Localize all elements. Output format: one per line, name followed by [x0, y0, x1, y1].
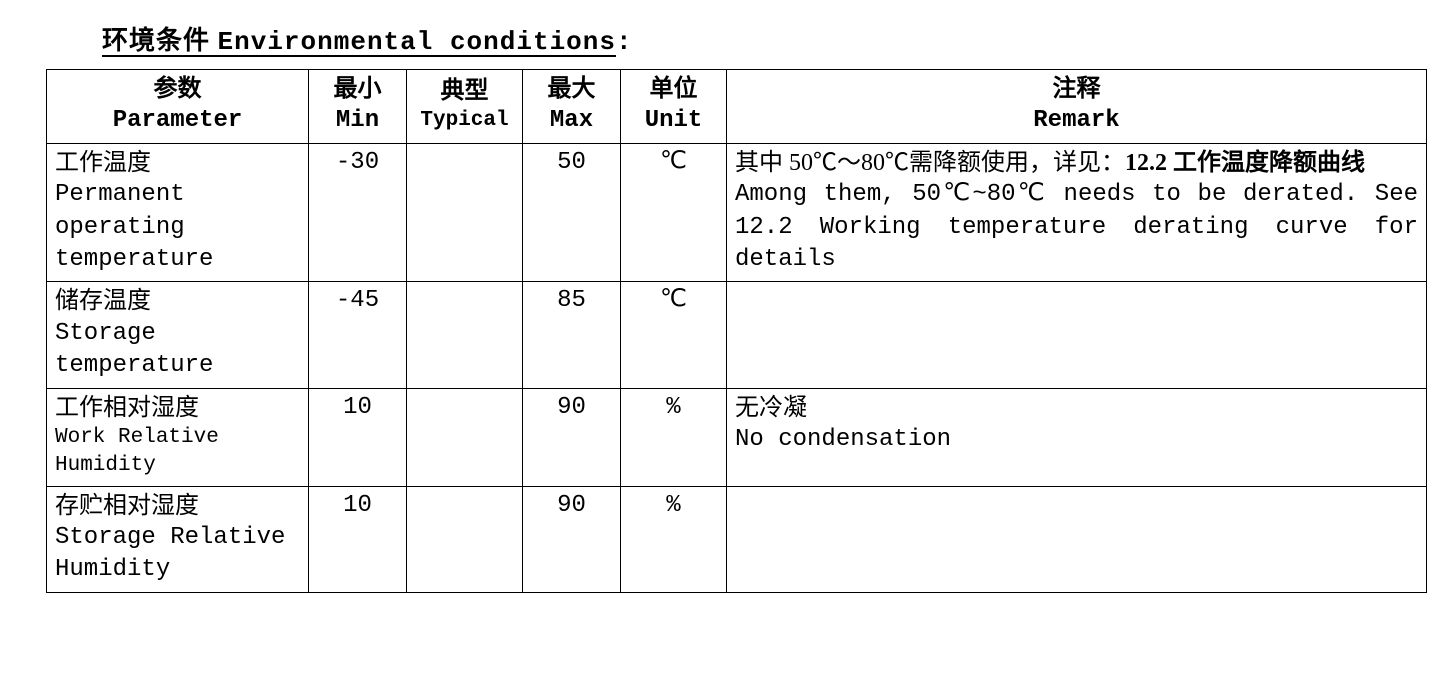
cell-parameter: 存贮相对湿度 Storage Relative Humidity: [47, 486, 309, 592]
heading-en: Environmental conditions: [218, 27, 616, 57]
col-header-min: 最小 Min: [309, 70, 407, 144]
cell-remark: 其中 50℃～80℃需降额使用，详见：12.2 工作温度降额曲线 Among t…: [727, 143, 1427, 282]
cell-remark: 无冷凝 No condensation: [727, 388, 1427, 486]
cell-remark: [727, 486, 1427, 592]
col-header-max: 最大 Max: [523, 70, 621, 144]
cell-min: -30: [309, 143, 407, 282]
cell-parameter: 工作相对湿度 Work Relative Humidity: [47, 388, 309, 486]
table-header-row: 参数 Parameter 最小 Min 典型 Typical 最大 Max 单位…: [47, 70, 1427, 144]
col-header-max-cn: 最大: [531, 73, 612, 105]
col-header-parameter: 参数 Parameter: [47, 70, 309, 144]
cell-unit: %: [621, 388, 727, 486]
remark-cn: 无冷凝: [735, 392, 1418, 424]
cell-unit: ℃: [621, 143, 727, 282]
remark-cn: 其中 50℃～80℃需降额使用，详见：12.2 工作温度降额曲线: [735, 147, 1418, 179]
cell-remark: [727, 282, 1427, 388]
col-header-unit-cn: 单位: [629, 73, 718, 105]
param-en: Storage Relative Humidity: [55, 522, 300, 587]
col-header-unit-en: Unit: [629, 105, 718, 137]
table-row: 存贮相对湿度 Storage Relative Humidity 10 90 %: [47, 486, 1427, 592]
col-header-unit: 单位 Unit: [621, 70, 727, 144]
cell-typical: [407, 282, 523, 388]
remark-cn-pre: 无冷凝: [735, 395, 807, 421]
environmental-conditions-table: 参数 Parameter 最小 Min 典型 Typical 最大 Max 单位…: [46, 69, 1427, 593]
table-row: 工作温度 Permanent operating temperature -30…: [47, 143, 1427, 282]
col-header-min-cn: 最小: [317, 73, 398, 105]
col-header-typical-cn: 典型: [415, 75, 514, 107]
cell-typical: [407, 143, 523, 282]
heading-colon: :: [616, 27, 633, 57]
col-header-typical: 典型 Typical: [407, 70, 523, 144]
table-row: 工作相对湿度 Work Relative Humidity 10 90 % 无冷…: [47, 388, 1427, 486]
cell-min: -45: [309, 282, 407, 388]
col-header-parameter-en: Parameter: [55, 105, 300, 137]
heading-cn: 环境条件: [102, 26, 210, 55]
cell-min: 10: [309, 388, 407, 486]
col-header-min-en: Min: [317, 105, 398, 137]
cell-parameter: 工作温度 Permanent operating temperature: [47, 143, 309, 282]
col-header-max-en: Max: [531, 105, 612, 137]
param-en: Permanent operating temperature: [55, 179, 300, 276]
cell-typical: [407, 388, 523, 486]
cell-max: 50: [523, 143, 621, 282]
col-header-parameter-cn: 参数: [55, 73, 300, 105]
col-header-remark: 注释 Remark: [727, 70, 1427, 144]
cell-max: 90: [523, 388, 621, 486]
param-cn: 工作相对湿度: [55, 392, 300, 424]
cell-max: 90: [523, 486, 621, 592]
remark-cn-bold: 12.2 工作温度降额曲线: [1125, 150, 1365, 176]
col-header-remark-en: Remark: [735, 105, 1418, 137]
col-header-remark-cn: 注释: [735, 73, 1418, 105]
param-en: Work Relative Humidity: [55, 424, 300, 481]
table-row: 储存温度 Storage temperature -45 85 ℃: [47, 282, 1427, 388]
cell-unit: ℃: [621, 282, 727, 388]
param-en: Storage temperature: [55, 318, 300, 383]
remark-en: Among them, 50℃~80℃ needs to be derated.…: [735, 179, 1418, 276]
section-heading: 环境条件 Environmental conditions:: [102, 20, 1413, 57]
remark-en: No condensation: [735, 424, 1418, 456]
cell-typical: [407, 486, 523, 592]
param-cn: 储存温度: [55, 285, 300, 317]
cell-parameter: 储存温度 Storage temperature: [47, 282, 309, 388]
cell-unit: %: [621, 486, 727, 592]
remark-cn-pre: 其中 50℃～80℃需降额使用，详见：: [735, 150, 1125, 176]
cell-max: 85: [523, 282, 621, 388]
param-cn: 存贮相对湿度: [55, 490, 300, 522]
col-header-typical-en: Typical: [415, 107, 514, 135]
param-cn: 工作温度: [55, 147, 300, 179]
cell-min: 10: [309, 486, 407, 592]
